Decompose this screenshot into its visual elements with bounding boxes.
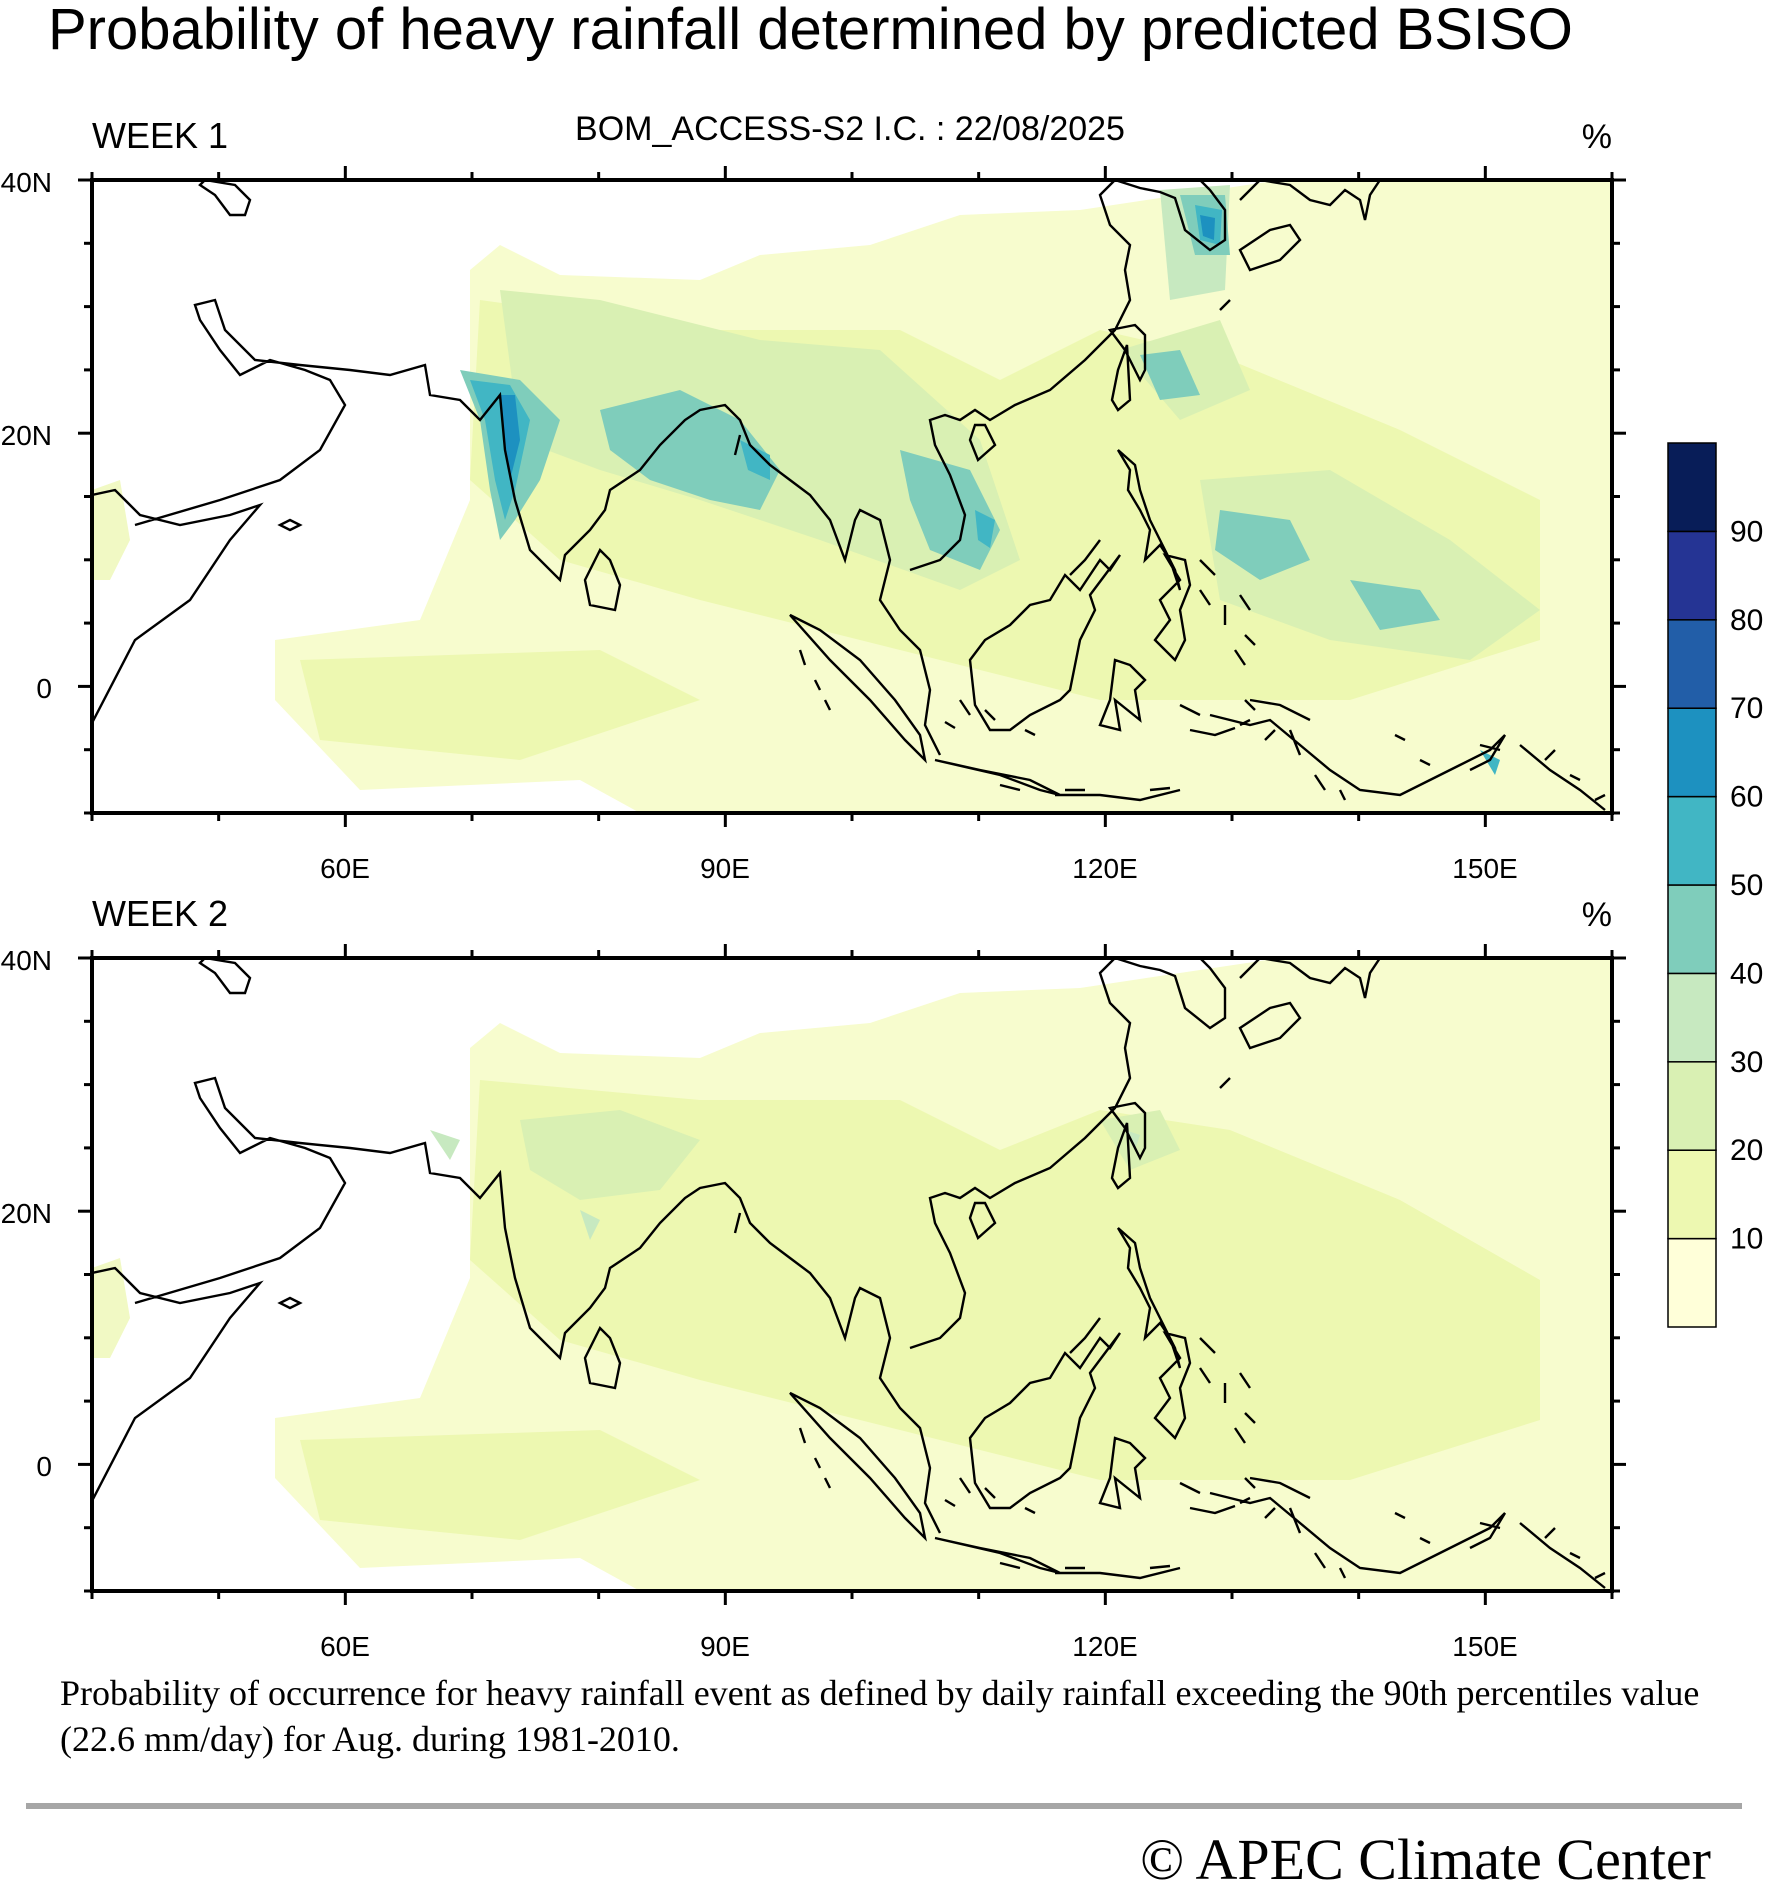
copyright-notice: © APEC Climate Center bbox=[1140, 1827, 1711, 1892]
lon-label-60e: 60E bbox=[320, 1631, 370, 1662]
colorbar-label: 40 bbox=[1730, 957, 1763, 990]
colorbar-label: 30 bbox=[1730, 1046, 1763, 1079]
colorbar-swatch bbox=[1667, 619, 1717, 709]
colorbar: 10 20 30 40 50 60 70 80 90 bbox=[1667, 442, 1763, 1328]
colorbar-label: 90 bbox=[1730, 515, 1763, 548]
lat-labels-week1: 40N 20N 0 bbox=[1, 167, 52, 704]
colorbar-swatch bbox=[1667, 1061, 1717, 1151]
colorbar-swatch bbox=[1667, 884, 1717, 975]
map-panel-week1: WEEK 1 % bbox=[1, 115, 1626, 884]
lat-label-20n: 20N bbox=[1, 420, 52, 451]
lat-labels-week2: 40N 20N 0 bbox=[1, 945, 52, 1482]
panel-label-week2: WEEK 2 bbox=[92, 893, 228, 934]
colorbar-label: 20 bbox=[1730, 1134, 1763, 1167]
lon-label-90e: 90E bbox=[700, 853, 750, 884]
lat-label-40n: 40N bbox=[1, 945, 52, 976]
panel-unit-week2: % bbox=[1582, 896, 1612, 934]
coastlines-week1 bbox=[92, 180, 1606, 811]
model-subtitle: BOM_ACCESS-S2 I.C. : 22/08/2025 bbox=[575, 110, 1125, 148]
colorbar-label: 50 bbox=[1730, 869, 1763, 902]
colorbar-swatch bbox=[1667, 972, 1717, 1063]
lon-labels-week2: 60E 90E 120E 150E bbox=[320, 1631, 1518, 1662]
panel-unit-week1: % bbox=[1582, 118, 1612, 156]
page-title: Probability of heavy rainfall determined… bbox=[48, 0, 1573, 62]
map-panel-week2: WEEK 2 % 40N 20N 0 60E 90E 120E 150E bbox=[1, 893, 1626, 1662]
lon-label-150e: 150E bbox=[1452, 1631, 1517, 1662]
lon-labels-week1: 60E 90E 120E 150E bbox=[320, 853, 1518, 884]
lon-label-90e: 90E bbox=[700, 1631, 750, 1662]
footer-divider bbox=[26, 1803, 1742, 1809]
panel-label-week1: WEEK 1 bbox=[92, 115, 228, 156]
lon-label-120e: 120E bbox=[1072, 853, 1137, 884]
lat-label-20n: 20N bbox=[1, 1198, 52, 1229]
rainfall-field-week2 bbox=[92, 958, 1612, 1591]
lon-label-120e: 120E bbox=[1072, 1631, 1137, 1662]
colorbar-label: 10 bbox=[1730, 1223, 1763, 1256]
colorbar-label: 60 bbox=[1730, 781, 1763, 814]
colorbar-swatch bbox=[1667, 795, 1717, 886]
lat-label-40n: 40N bbox=[1, 167, 52, 198]
colorbar-swatch bbox=[1667, 442, 1717, 533]
axis-ticks-week2 bbox=[78, 944, 1626, 1605]
lat-label-0: 0 bbox=[36, 1451, 52, 1482]
axis-ticks-week1 bbox=[78, 166, 1626, 827]
colorbar-label: 80 bbox=[1730, 604, 1763, 637]
colorbar-swatch bbox=[1667, 530, 1717, 621]
colorbar-swatch bbox=[1667, 707, 1717, 798]
lon-label-60e: 60E bbox=[320, 853, 370, 884]
lat-label-0: 0 bbox=[36, 673, 52, 704]
lon-label-150e: 150E bbox=[1452, 853, 1517, 884]
figure-caption: Probability of occurrence for heavy rain… bbox=[60, 1673, 1700, 1759]
colorbar-label: 70 bbox=[1730, 692, 1763, 725]
colorbar-swatch bbox=[1667, 1237, 1717, 1328]
rainfall-field-week1 bbox=[92, 180, 1612, 813]
colorbar-swatch bbox=[1667, 1149, 1717, 1240]
